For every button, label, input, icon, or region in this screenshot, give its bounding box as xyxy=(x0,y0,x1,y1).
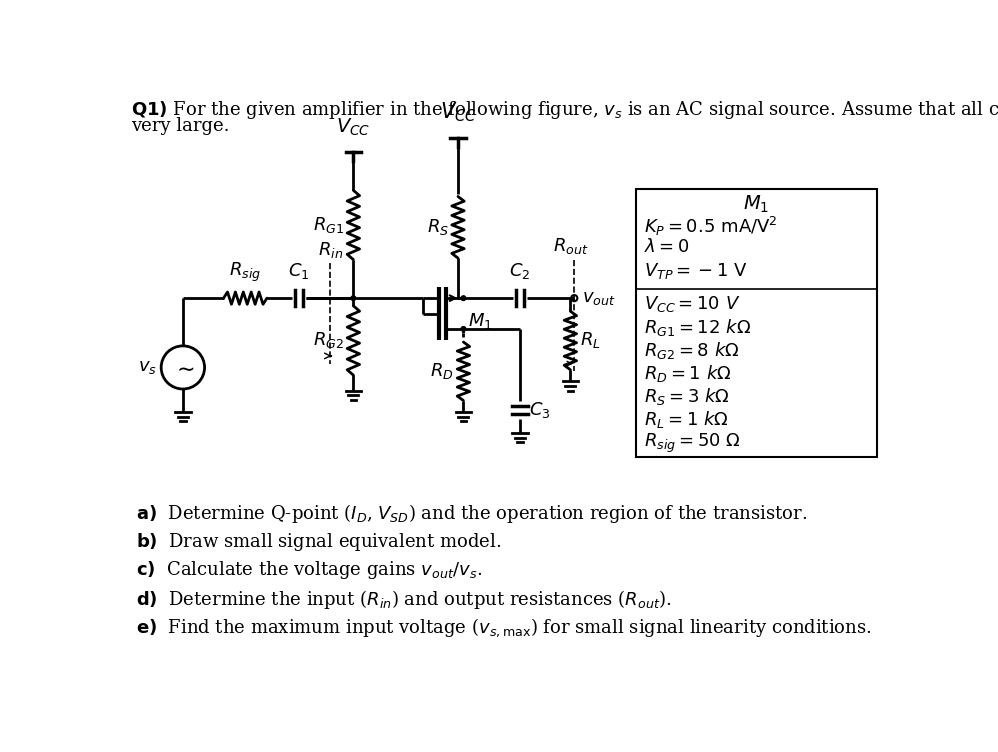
Text: $R_{sig}$: $R_{sig}$ xyxy=(230,261,261,284)
Text: $\mathbf{Q1)}$ For the given amplifier in the following figure, $v_s$ is an AC s: $\mathbf{Q1)}$ For the given amplifier i… xyxy=(131,99,998,122)
Text: $C_2$: $C_2$ xyxy=(509,261,531,281)
Text: $\mathbf{e)}$  Find the maximum input voltage ($v_{s,\mathrm{max}}$) for small s: $\mathbf{e)}$ Find the maximum input vol… xyxy=(137,616,872,638)
Text: $R_S$: $R_S$ xyxy=(426,217,449,238)
Text: $\lambda = 0$: $\lambda = 0$ xyxy=(644,238,690,256)
Text: $R_{G1}$: $R_{G1}$ xyxy=(313,215,344,235)
Text: $V_{CC} = 10\ V$: $V_{CC} = 10\ V$ xyxy=(644,293,741,314)
Text: $V_{CC}$: $V_{CC}$ xyxy=(336,117,370,138)
Text: $C_3$: $C_3$ xyxy=(529,400,551,420)
Text: $R_{out}$: $R_{out}$ xyxy=(553,236,588,256)
Text: $R_{G2}$: $R_{G2}$ xyxy=(313,330,344,350)
Text: $\sim$: $\sim$ xyxy=(172,359,195,379)
Text: $R_D$: $R_D$ xyxy=(430,361,454,381)
Text: $R_{in}$: $R_{in}$ xyxy=(317,240,342,259)
Text: $R_D = 1\ k\Omega$: $R_D = 1\ k\Omega$ xyxy=(644,362,732,384)
Text: $\mathbf{a)}$  Determine Q-point ($I_D$, $V_{SD}$) and the operation region of t: $\mathbf{a)}$ Determine Q-point ($I_D$, … xyxy=(137,502,807,525)
Text: $R_{sig} = 50\ \Omega$: $R_{sig} = 50\ \Omega$ xyxy=(644,432,741,455)
Text: $R_S = 3\ k\Omega$: $R_S = 3\ k\Omega$ xyxy=(644,386,730,407)
Text: $C_1$: $C_1$ xyxy=(288,261,309,281)
Text: $\mathbf{b)}$  Draw small signal equivalent model.: $\mathbf{b)}$ Draw small signal equivale… xyxy=(137,531,502,553)
Text: $K_P = 0.5\ \mathrm{mA/V^2}$: $K_P = 0.5\ \mathrm{mA/V^2}$ xyxy=(644,215,777,238)
FancyBboxPatch shape xyxy=(637,189,876,456)
Text: $\mathbf{c)}$  Calculate the voltage gains $v_{out}/v_s$.: $\mathbf{c)}$ Calculate the voltage gain… xyxy=(137,559,483,581)
Text: $V_{CC}$: $V_{CC}$ xyxy=(440,101,476,124)
Text: $M_1$: $M_1$ xyxy=(744,193,769,215)
Circle shape xyxy=(351,296,355,301)
Text: very large.: very large. xyxy=(131,117,230,135)
Text: $V_{TP} = -1\ \mathrm{V}$: $V_{TP} = -1\ \mathrm{V}$ xyxy=(644,261,748,281)
Text: $v_s$: $v_s$ xyxy=(139,359,158,377)
Text: $\mathbf{d)}$  Determine the input ($R_{in}$) and output resistances ($R_{out}$): $\mathbf{d)}$ Determine the input ($R_{i… xyxy=(137,587,672,611)
Text: $R_{G2} = 8\ k\Omega$: $R_{G2} = 8\ k\Omega$ xyxy=(644,340,740,361)
Text: $R_{G1} = 12\ k\Omega$: $R_{G1} = 12\ k\Omega$ xyxy=(644,317,751,338)
Circle shape xyxy=(461,326,466,331)
Text: $R_L$: $R_L$ xyxy=(580,330,601,350)
Text: $v_{out}$: $v_{out}$ xyxy=(582,289,616,307)
Text: $R_L = 1\ k\Omega$: $R_L = 1\ k\Omega$ xyxy=(644,409,729,430)
Circle shape xyxy=(461,296,466,301)
Text: $M_1$: $M_1$ xyxy=(468,311,492,331)
